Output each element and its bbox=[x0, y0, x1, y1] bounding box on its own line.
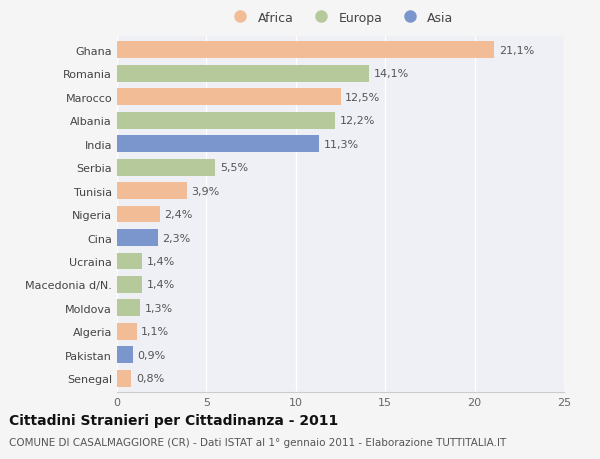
Text: 12,2%: 12,2% bbox=[340, 116, 375, 126]
Bar bbox=[117, 89, 341, 106]
Bar bbox=[117, 323, 137, 340]
Bar bbox=[117, 347, 133, 364]
Text: 14,1%: 14,1% bbox=[374, 69, 409, 79]
Bar bbox=[117, 230, 158, 246]
Bar bbox=[117, 300, 140, 317]
Text: 0,8%: 0,8% bbox=[136, 374, 164, 383]
Bar bbox=[117, 253, 142, 270]
Text: 2,4%: 2,4% bbox=[164, 210, 193, 219]
Text: 3,9%: 3,9% bbox=[191, 186, 220, 196]
Bar bbox=[117, 370, 131, 387]
Bar bbox=[117, 183, 187, 200]
Bar bbox=[117, 112, 335, 129]
Text: 21,1%: 21,1% bbox=[499, 46, 534, 56]
Text: 0,9%: 0,9% bbox=[137, 350, 166, 360]
Text: 11,3%: 11,3% bbox=[323, 140, 359, 149]
Text: 1,4%: 1,4% bbox=[146, 257, 175, 266]
Bar bbox=[117, 276, 142, 293]
Bar bbox=[117, 66, 369, 83]
Bar bbox=[117, 136, 319, 153]
Bar bbox=[117, 206, 160, 223]
Text: Cittadini Stranieri per Cittadinanza - 2011: Cittadini Stranieri per Cittadinanza - 2… bbox=[9, 413, 338, 427]
Text: 2,3%: 2,3% bbox=[163, 233, 191, 243]
Text: 1,4%: 1,4% bbox=[146, 280, 175, 290]
Bar bbox=[117, 159, 215, 176]
Text: COMUNE DI CASALMAGGIORE (CR) - Dati ISTAT al 1° gennaio 2011 - Elaborazione TUTT: COMUNE DI CASALMAGGIORE (CR) - Dati ISTA… bbox=[9, 437, 506, 447]
Text: 5,5%: 5,5% bbox=[220, 163, 248, 173]
Text: 12,5%: 12,5% bbox=[345, 93, 380, 102]
Bar bbox=[117, 42, 494, 59]
Text: 1,3%: 1,3% bbox=[145, 303, 173, 313]
Legend: Africa, Europa, Asia: Africa, Europa, Asia bbox=[223, 6, 458, 29]
Text: 1,1%: 1,1% bbox=[141, 327, 169, 336]
